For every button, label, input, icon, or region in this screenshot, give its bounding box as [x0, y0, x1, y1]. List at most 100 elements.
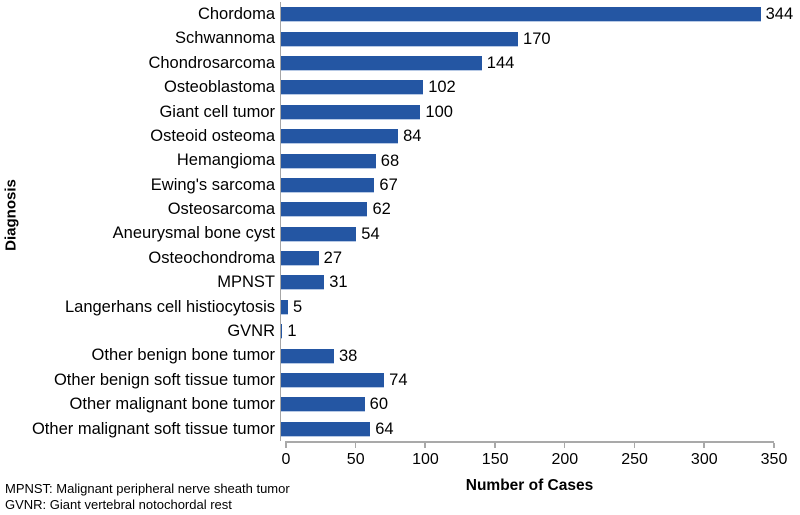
- footnote-mpnst: MPNST: Malignant peripheral nerve sheath…: [5, 481, 290, 496]
- category-label: Osteoid osteoma: [150, 126, 275, 145]
- bar: 1: [281, 323, 297, 339]
- bar-track: 74: [280, 367, 769, 393]
- bar: 31: [281, 274, 348, 290]
- x-axis-tick: [773, 443, 775, 448]
- x-axis-tick-label: 150: [481, 451, 509, 468]
- bar-track: 60: [280, 392, 769, 417]
- value-label: 5: [292, 297, 303, 316]
- bar: 60: [281, 396, 388, 412]
- bar: 67: [281, 177, 398, 193]
- value-label: 62: [372, 200, 391, 219]
- value-label: 31: [329, 273, 348, 292]
- x-axis-tick-label: 0: [281, 451, 291, 468]
- footnote-gvnr: GVNR: Giant vertebral notochordal rest: [5, 497, 232, 512]
- chart-row: Osteoid osteoma 84: [0, 123, 800, 149]
- bar: 68: [281, 152, 399, 168]
- value-label: 100: [425, 102, 453, 121]
- x-axis-tick-label: 250: [621, 451, 648, 468]
- chart-row: Other benign soft tissue tumor 74: [0, 367, 800, 393]
- bar-track: 54: [280, 221, 769, 246]
- x-axis-tick: [633, 443, 636, 448]
- bar-track: 1: [280, 319, 769, 344]
- category-label: Chondrosarcoma: [148, 53, 275, 72]
- chart-row: Osteoblastoma 102: [0, 75, 800, 100]
- category-label: Other malignant soft tissue tumor: [31, 419, 275, 438]
- chart-row: Giant cell tumor 100: [0, 99, 800, 124]
- bar-track: 62: [280, 197, 769, 222]
- bar-rows: Chordoma 344 Schwannoma 170 Chondrosarcoma 14…: [0, 2, 800, 442]
- x-axis-tick-label: 300: [690, 451, 718, 468]
- category-label: Giant cell tumor: [159, 102, 275, 121]
- chart-row: Schwannoma 170: [0, 26, 800, 51]
- bar-track: 344: [280, 2, 793, 27]
- bar-track: 144: [280, 50, 769, 76]
- x-axis-tick: [494, 443, 496, 448]
- bar-track: 68: [280, 148, 769, 173]
- value-label: 102: [428, 78, 456, 97]
- bar-track: 27: [280, 245, 769, 271]
- x-axis-tick: [354, 443, 357, 448]
- category-label: Other benign soft tissue tumor: [53, 370, 275, 389]
- category-label: MPNST: [217, 273, 275, 292]
- bar: 38: [281, 347, 357, 363]
- category-label: Ewing's sarcoma: [150, 175, 275, 194]
- value-label: 27: [323, 248, 342, 267]
- bar-track: 100: [280, 99, 769, 124]
- bar: 74: [281, 372, 408, 388]
- value-label: 74: [389, 370, 408, 389]
- footnotes: MPNST: Malignant peripheral nerve sheath…: [5, 481, 290, 513]
- chart-row: MPNST 31: [0, 270, 800, 295]
- value-label: 170: [523, 29, 551, 48]
- category-label: Hemangioma: [176, 151, 275, 170]
- bar: 62: [281, 201, 391, 217]
- chart-row: Other benign bone tumor 38: [0, 343, 800, 368]
- value-label: 84: [403, 126, 422, 145]
- bar-track: 170: [280, 26, 769, 51]
- value-label: 68: [380, 151, 400, 170]
- bar-track: 102: [280, 75, 769, 100]
- chart-row: Hemangioma 68: [0, 148, 800, 173]
- bar: 144: [281, 55, 514, 71]
- category-label: GVNR: [227, 322, 275, 341]
- bar: 102: [281, 79, 456, 95]
- category-label: Osteoblastoma: [164, 78, 275, 97]
- x-axis-tick-label: 50: [346, 451, 365, 468]
- chart-row: Other malignant bone tumor 60: [0, 392, 800, 417]
- bar-track: 67: [280, 172, 769, 198]
- x-axis: 0 50 100 150 200 250 300 350: [282, 441, 787, 468]
- category-label: Osteosarcoma: [167, 200, 275, 219]
- bar-track: 31: [280, 270, 769, 295]
- bar: 100: [281, 103, 453, 120]
- category-label: Aneurysmal bone cyst: [112, 224, 275, 243]
- chart-row: Aneurysmal bone cyst 54: [0, 221, 800, 246]
- bar-track: 64: [280, 416, 769, 442]
- x-axis-tick: [285, 443, 287, 448]
- chart-row: Osteosarcoma 62: [0, 197, 800, 222]
- x-axis-tick-label: 350: [760, 451, 788, 468]
- value-label: 67: [379, 175, 398, 194]
- x-axis-title: Number of Cases: [465, 477, 594, 494]
- value-label: 1: [287, 322, 297, 341]
- bar: 27: [281, 250, 342, 266]
- bar-track: 5: [280, 294, 769, 320]
- chart-row: Other malignant soft tissue tumor 64: [0, 416, 800, 442]
- chart-row: Ewing's sarcoma 67: [0, 172, 800, 198]
- chart-row: Chondrosarcoma 144: [0, 50, 800, 76]
- chart-row: Osteochondroma 27: [0, 245, 800, 271]
- chart-row: Langerhans cell histiocytosis 5: [0, 294, 800, 320]
- x-axis-tick: [424, 443, 426, 448]
- x-axis-tick-label: 200: [551, 451, 579, 468]
- value-label: 344: [765, 4, 794, 23]
- x-axis-tick: [703, 443, 705, 448]
- category-label: Other malignant bone tumor: [69, 395, 275, 414]
- value-label: 64: [375, 419, 394, 438]
- bar-track: 38: [280, 343, 769, 368]
- x-axis-tick: [563, 443, 566, 448]
- value-label: 38: [338, 346, 358, 365]
- chart-row: GVNR 1: [0, 319, 800, 344]
- value-label: 60: [369, 395, 389, 414]
- bar: 170: [281, 30, 551, 46]
- bar: 64: [281, 421, 394, 437]
- bar: 344: [281, 6, 793, 22]
